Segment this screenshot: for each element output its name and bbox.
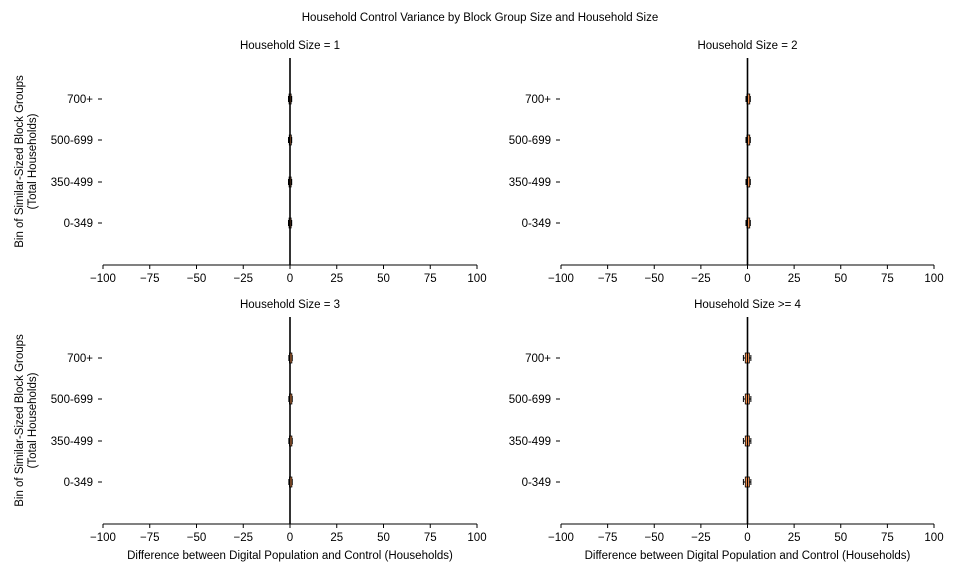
panel-title: Household Size >= 4 xyxy=(694,299,801,311)
box-0-349 xyxy=(742,476,752,488)
x-tick-label: −75 xyxy=(598,273,618,285)
x-tick-label: 75 xyxy=(881,273,894,285)
box-0-349 xyxy=(288,476,293,488)
box-body xyxy=(289,393,293,405)
x-tick-label: −75 xyxy=(598,532,618,544)
x-tick-label: −100 xyxy=(548,273,574,285)
y-tick-label: 700+ xyxy=(67,353,93,365)
x-axis-label: Difference between Digital Population an… xyxy=(127,550,453,562)
box-350-499 xyxy=(288,176,293,188)
y-tick-label: 500-699 xyxy=(509,394,551,406)
y-axis-label: Bin of Similar-Sized Block Groups(Total … xyxy=(14,334,39,507)
panel-2: Household Size = 2 −100 −75 −50 −25 0 25 50 75 10… xyxy=(509,40,944,285)
x-tick-label: 100 xyxy=(467,273,486,285)
box-body xyxy=(746,176,751,188)
box-body xyxy=(289,352,293,364)
x-tick-label: −50 xyxy=(644,273,664,285)
x-tick-label: 0 xyxy=(287,532,293,544)
x-tick-label: −50 xyxy=(187,532,207,544)
y-axis-label-line: (Total Households) xyxy=(27,372,39,468)
panels: Household Size = 1 −100 −75 −50 −25 0 25 50 75 10… xyxy=(14,40,944,562)
x-tick-label: −25 xyxy=(233,273,253,285)
x-axis-label: Difference between Digital Population an… xyxy=(585,550,911,562)
box-body xyxy=(746,93,751,105)
box-body xyxy=(746,134,751,146)
box-700+ xyxy=(742,352,752,364)
y-axis-label-line: (Total Households) xyxy=(27,113,39,209)
box-0-349 xyxy=(288,217,293,229)
y-tick-label: 350-499 xyxy=(509,436,551,448)
x-tick-label: −100 xyxy=(548,532,574,544)
x-tick-label: −25 xyxy=(233,532,253,544)
box-350-499 xyxy=(742,435,752,447)
box-body xyxy=(746,217,751,229)
y-tick-label: 700+ xyxy=(67,94,93,106)
box-500-699 xyxy=(745,134,751,146)
y-tick-label: 700+ xyxy=(525,353,551,365)
x-tick-label: 100 xyxy=(924,273,943,285)
y-tick-label: 500-699 xyxy=(509,135,551,147)
x-tick-label: −100 xyxy=(90,273,116,285)
y-tick-label: 500-699 xyxy=(51,135,93,147)
y-tick-label: 350-499 xyxy=(51,436,93,448)
x-tick-label: 75 xyxy=(424,532,437,544)
panel-title: Household Size = 1 xyxy=(240,40,340,52)
x-tick-label: 100 xyxy=(924,532,943,544)
x-tick-label: 100 xyxy=(467,532,486,544)
figure-title: Household Control Variance by Block Grou… xyxy=(302,12,659,24)
x-tick-label: 0 xyxy=(744,273,750,285)
x-tick-label: 0 xyxy=(287,273,293,285)
x-tick-label: −75 xyxy=(140,273,160,285)
x-tick-label: −100 xyxy=(90,532,116,544)
box-700+ xyxy=(745,93,751,105)
x-tick-label: 50 xyxy=(834,273,847,285)
x-tick-label: 25 xyxy=(330,532,343,544)
y-axis-label-line: Bin of Similar-Sized Block Groups xyxy=(14,334,26,507)
box-350-499 xyxy=(745,176,751,188)
y-tick-label: 0-349 xyxy=(522,477,551,489)
panel-3: Household Size = 3 −100 −75 −50 −25 0 25 50 75 10… xyxy=(14,299,487,562)
x-tick-label: 25 xyxy=(788,273,801,285)
x-tick-label: −25 xyxy=(691,532,711,544)
x-tick-label: 50 xyxy=(377,532,390,544)
box-500-699 xyxy=(288,134,293,146)
x-tick-label: 75 xyxy=(424,273,437,285)
box-700+ xyxy=(288,93,293,105)
panel-4: Household Size >= 4 −100 −75 −50 −25 0 25 50 75 1… xyxy=(509,299,944,562)
box-500-699 xyxy=(742,393,752,405)
y-tick-label: 0-349 xyxy=(64,218,93,230)
box-body xyxy=(289,435,293,447)
panel-title: Household Size = 3 xyxy=(240,299,340,311)
y-tick-label: 0-349 xyxy=(64,477,93,489)
y-tick-label: 350-499 xyxy=(509,177,551,189)
x-tick-label: 75 xyxy=(881,532,894,544)
x-tick-label: −50 xyxy=(644,532,664,544)
x-tick-label: 25 xyxy=(330,273,343,285)
box-500-699 xyxy=(288,393,293,405)
x-tick-label: 50 xyxy=(377,273,390,285)
y-axis-label: Bin of Similar-Sized Block Groups(Total … xyxy=(14,75,39,248)
box-body xyxy=(289,476,293,488)
panel-title: Household Size = 2 xyxy=(697,40,797,52)
y-tick-label: 350-499 xyxy=(51,177,93,189)
y-axis-label-line: Bin of Similar-Sized Block Groups xyxy=(14,75,26,248)
panel-1: Household Size = 1 −100 −75 −50 −25 0 25 50 75 10… xyxy=(14,40,487,285)
box-350-499 xyxy=(288,435,293,447)
x-tick-label: 50 xyxy=(834,532,847,544)
x-tick-label: −25 xyxy=(691,273,711,285)
x-tick-label: 25 xyxy=(788,532,801,544)
y-tick-label: 700+ xyxy=(525,94,551,106)
x-tick-label: −50 xyxy=(187,273,207,285)
box-700+ xyxy=(288,352,293,364)
box-0-349 xyxy=(745,217,751,229)
x-tick-label: −75 xyxy=(140,532,160,544)
y-tick-label: 0-349 xyxy=(522,218,551,230)
y-tick-label: 500-699 xyxy=(51,394,93,406)
x-tick-label: 0 xyxy=(744,532,750,544)
